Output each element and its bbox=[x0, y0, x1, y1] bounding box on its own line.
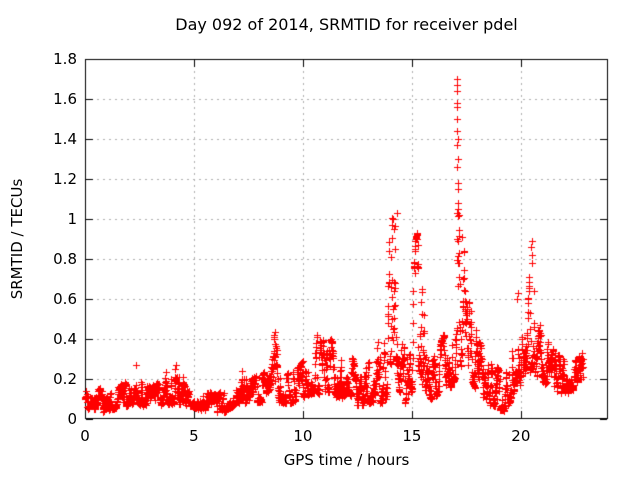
x-axis-label: GPS time / hours bbox=[283, 451, 410, 469]
chart-title: Day 092 of 2014, SRMTID for receiver pde… bbox=[175, 15, 518, 34]
y-tick-label: 0.4 bbox=[53, 330, 77, 348]
y-tick-label: 1.2 bbox=[53, 170, 77, 188]
x-tick-label: 15 bbox=[402, 427, 422, 445]
y-tick-label: 0.2 bbox=[53, 370, 77, 388]
y-tick-label: 1.8 bbox=[53, 50, 77, 68]
y-tick-label: 0.6 bbox=[53, 290, 77, 308]
y-tick-label: 1.4 bbox=[53, 130, 77, 148]
y-tick-label: 1.6 bbox=[53, 90, 77, 108]
y-tick-label: 0.8 bbox=[53, 250, 77, 268]
y-tick-label: 0 bbox=[67, 410, 77, 428]
x-tick-label: 20 bbox=[511, 427, 531, 445]
x-tick-label: 5 bbox=[189, 427, 199, 445]
y-axis-label: SRMTID / TECUs bbox=[8, 178, 26, 300]
y-tick-label: 1 bbox=[67, 210, 77, 228]
x-tick-label: 0 bbox=[80, 427, 90, 445]
x-tick-label: 10 bbox=[293, 427, 313, 445]
